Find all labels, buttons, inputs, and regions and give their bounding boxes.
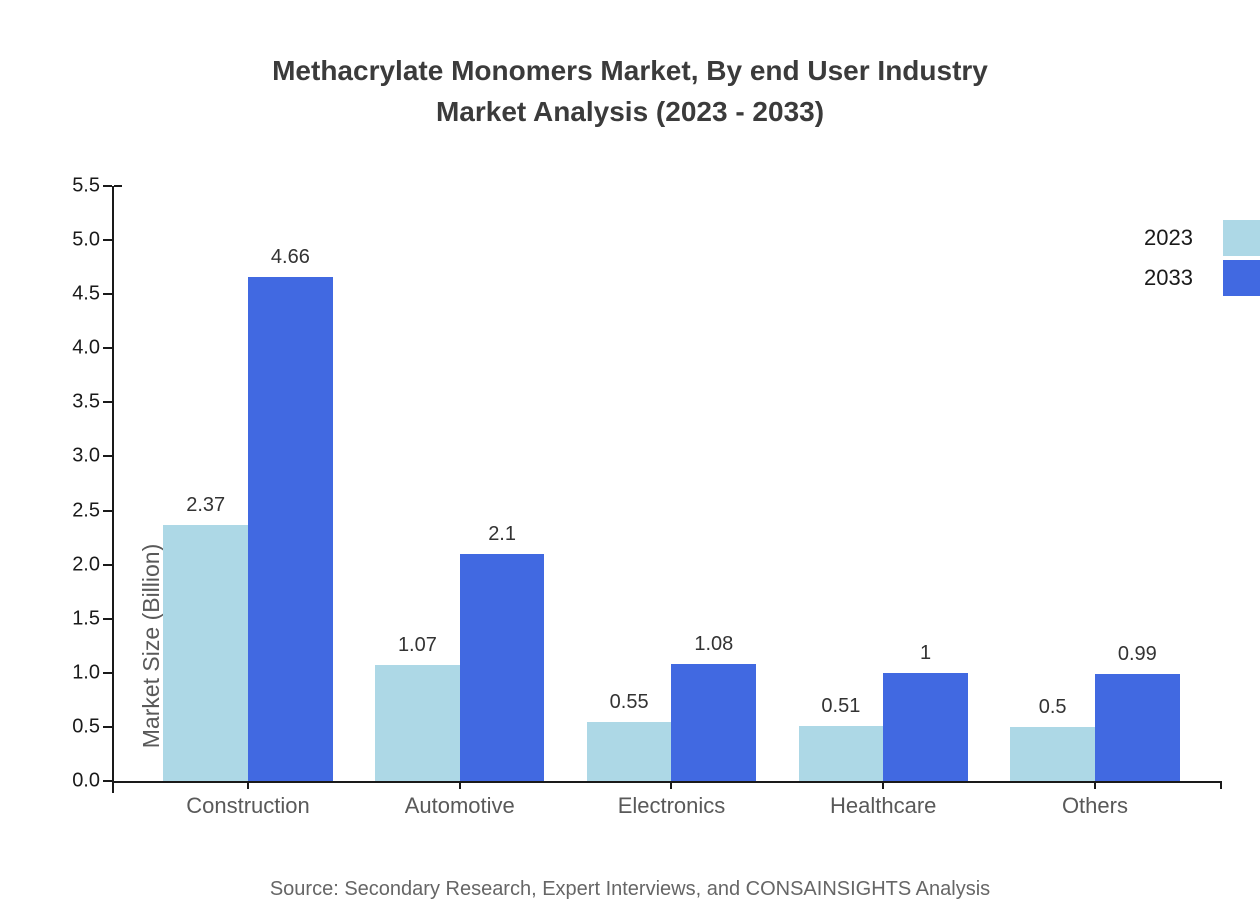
y-tick-label: 3.5 (72, 390, 100, 413)
y-axis-tick (103, 509, 112, 512)
plot-area: Market Size (Billion) 0.0 0.5 1.0 1.5 2.0 2.5… (72, 175, 1222, 818)
x-axis-tick (670, 781, 673, 789)
y-tick-label: 1.0 (72, 661, 100, 684)
value-label-2033-construction: 4.66 (270, 245, 310, 268)
y-axis-tick (103, 563, 112, 566)
y-axis-underhang (112, 781, 114, 793)
value-label-2033-healthcare: 1 (920, 641, 932, 664)
y-tick-label: 0.0 (72, 769, 100, 792)
bar-2023-electronics (586, 721, 672, 781)
x-category-label: Automotive (404, 793, 515, 818)
legend-label-2023: 2023 (1144, 225, 1193, 250)
y-axis-title: Market Size (Billion) (138, 543, 164, 749)
y-tick-label: 5.0 (72, 228, 100, 251)
value-label-2023-electronics: 0.55 (609, 690, 649, 713)
y-axis-tick (103, 293, 112, 296)
bar-2033-construction (248, 276, 333, 781)
y-axis-tick (103, 347, 112, 350)
x-axis-tick (247, 781, 250, 789)
x-axis-tick (458, 781, 461, 789)
bar-2023-others (1010, 726, 1095, 781)
y-tick-label: 5.5 (72, 174, 100, 197)
value-label-2023-construction: 2.37 (186, 493, 226, 516)
value-label-2033-electronics: 1.08 (694, 633, 734, 656)
y-axis-tick (103, 780, 112, 782)
y-axis-tick (103, 239, 112, 242)
legend-swatch-2023 (1223, 220, 1260, 256)
value-label-2033-others: 0.99 (1117, 642, 1157, 665)
y-tick-label: 4.0 (72, 336, 100, 359)
legend-item-2033: 2033 (1144, 258, 1260, 298)
y-tick-label: 2.5 (72, 499, 100, 522)
bar-2023-construction (163, 524, 249, 781)
source-note: Source: Secondary Research, Expert Inter… (269, 878, 991, 900)
x-category-label: Healthcare (830, 793, 937, 818)
y-axis-tick (103, 401, 112, 404)
y-tick-label: 1.5 (72, 607, 100, 630)
y-tick-label: 3.0 (72, 444, 100, 467)
x-category-label: Electronics (617, 793, 726, 818)
value-label-2023-automotive: 1.07 (397, 634, 437, 657)
chart-title-line2: Market Analysis (2023 - 2033) (435, 96, 825, 127)
x-category-label: Others (1061, 793, 1128, 818)
y-tick-label: 2.0 (72, 553, 100, 576)
legend: 2023 2033 (1144, 218, 1260, 298)
bar-2023-automotive (375, 665, 460, 781)
bar-2033-electronics (671, 664, 757, 781)
legend-label-2033: 2033 (1144, 265, 1193, 290)
chart-title: Methacrylate Monomers Market, By end Use… (0, 50, 1260, 132)
y-axis-tick (103, 617, 112, 620)
y-axis-tick (103, 185, 112, 187)
bar-2033-healthcare (883, 672, 968, 781)
y-axis-top-cap (114, 185, 122, 187)
y-axis-tick (103, 455, 112, 458)
value-label-2023-healthcare: 0.51 (821, 694, 861, 717)
y-axis-tick (103, 725, 112, 728)
bar-2033-automotive (459, 553, 545, 781)
y-tick-label: 4.5 (72, 282, 100, 305)
bar-2023-healthcare (798, 725, 884, 781)
x-axis-end-tick (1220, 781, 1222, 789)
value-label-2023-others: 0.5 (1038, 695, 1067, 718)
x-axis-tick (1093, 781, 1096, 789)
legend-item-2023: 2023 (1144, 218, 1260, 258)
y-axis-tick (103, 671, 112, 674)
x-axis-tick (882, 781, 885, 789)
bar-2033-others (1094, 673, 1180, 781)
legend-swatch-2033 (1223, 260, 1260, 296)
x-category-label: Construction (186, 793, 310, 818)
value-label-2033-automotive: 2.1 (488, 522, 516, 545)
chart-title-line1: Methacrylate Monomers Market, By end Use… (272, 55, 988, 86)
y-tick-label: 0.5 (72, 715, 100, 738)
